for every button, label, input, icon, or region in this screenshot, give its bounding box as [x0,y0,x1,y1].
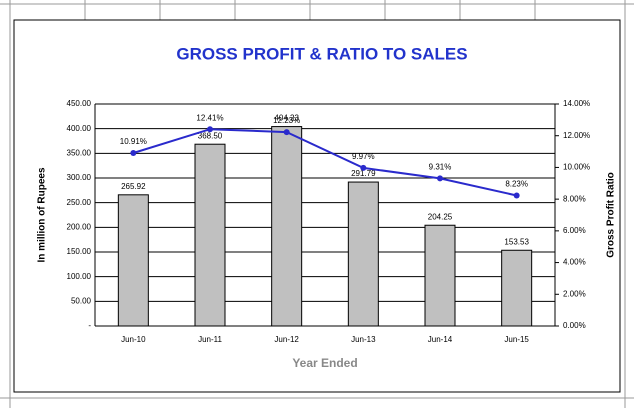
bar [347,181,379,327]
bar [424,224,456,327]
bar-value-label: 204.25 [428,212,453,221]
x-tick-label: Jun-15 [504,335,529,344]
x-axis-label: Year Ended [292,356,357,370]
y-tick-label: 100.00 [67,272,92,281]
y2-tick-label: 6.00% [563,226,586,235]
bar-value-label: 265.92 [121,182,146,191]
x-tick-label: Jun-11 [198,335,222,344]
chart-area [13,19,621,393]
y2-tick-label: 14.00% [563,99,590,108]
line-value-label: 9.31% [429,162,452,171]
bar [271,126,303,327]
x-tick-label: Jun-14 [428,335,453,344]
line-marker [130,149,137,156]
y2-axis-label: Gross Profit Ratio [606,172,617,258]
bar-value-label: 404.23 [274,114,299,123]
y-tick-label: 300.00 [67,173,92,182]
line-value-label: 8.23% [505,180,528,189]
bar-value-label: 368.50 [198,131,223,140]
y-tick-label: 350.00 [67,148,92,157]
y-tick-label: 450.00 [67,99,92,108]
x-tick-label: Jun-13 [351,335,376,344]
y-tick-label: 250.00 [67,198,92,207]
y-tick-label: 150.00 [67,247,92,256]
y2-tick-label: 2.00% [563,289,586,298]
y2-tick-label: 10.00% [563,163,590,172]
y-tick-label: 200.00 [67,222,92,231]
bar [501,249,533,327]
y2-tick-label: 12.00% [563,131,590,140]
bar [117,194,149,327]
line-marker [283,129,290,136]
bar-value-label: 153.53 [504,237,529,246]
y2-tick-label: 4.00% [563,258,586,267]
x-tick-label: Jun-10 [121,335,146,344]
bar [194,143,226,327]
y-tick-label: 400.00 [67,124,92,133]
line-value-label: 10.91% [120,137,147,146]
y2-tick-label: 8.00% [563,194,586,203]
chart-title: GROSS PROFIT & RATIO TO SALES [176,44,467,63]
line-marker [513,192,520,199]
line-marker [207,126,213,133]
y-tick-label: - [88,321,91,330]
y-axis-label: In million of Rupees [37,167,48,262]
line-value-label: 12.23% [273,116,300,125]
x-tick-label: Jun-12 [274,335,299,344]
bar-value-label: 291.79 [351,169,376,178]
y2-tick-label: 0.00% [563,321,586,330]
line [133,128,517,197]
line-marker [437,175,443,182]
y-tick-label: 50.00 [71,296,92,305]
line-value-label: 9.97% [352,152,375,161]
line-value-label: 12.41% [196,113,223,122]
line-marker [360,164,367,171]
